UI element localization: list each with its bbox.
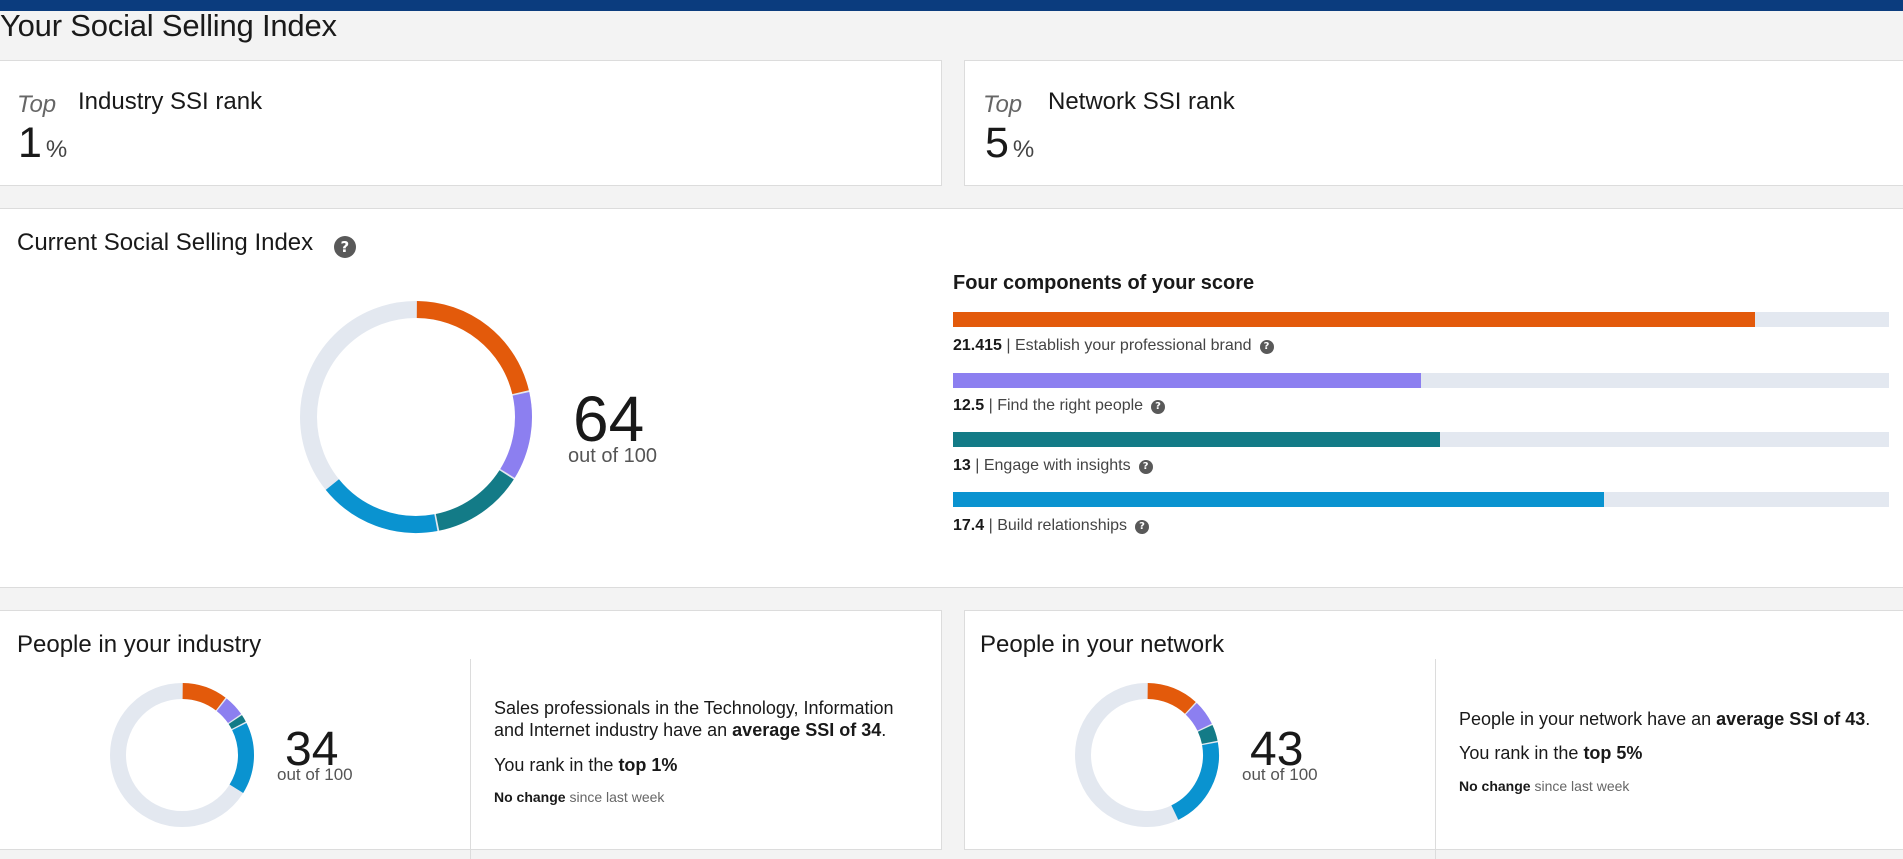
divider bbox=[470, 659, 471, 859]
network-rank-title: Network SSI rank bbox=[1048, 88, 1235, 115]
network-people-rank: You rank in the top 5% bbox=[1459, 743, 1643, 763]
industry-people-change: No change since last week bbox=[494, 789, 665, 805]
industry-rank-top-label: Top bbox=[17, 91, 57, 118]
component-bar-relationships bbox=[953, 492, 1889, 507]
current-ssi-out-of: out of 100 bbox=[568, 445, 657, 467]
help-icon[interactable]: ? bbox=[1135, 520, 1150, 534]
network-people-donut bbox=[1075, 683, 1219, 827]
network-rank-value: 5% bbox=[985, 119, 1035, 167]
donut-segment bbox=[216, 698, 242, 724]
component-bar-fill bbox=[953, 373, 1421, 388]
component-bar-brand bbox=[953, 312, 1889, 327]
components-title: Four components of your score bbox=[953, 272, 1255, 294]
industry-rank-title: Industry SSI rank bbox=[78, 88, 263, 115]
donut-segment bbox=[1197, 725, 1218, 745]
component-label-relationships: 17.4 | Build relationships? bbox=[953, 517, 1150, 535]
component-bar-fill bbox=[953, 492, 1605, 507]
donut-segment bbox=[182, 683, 226, 711]
component-bar-fill bbox=[953, 432, 1440, 447]
network-people-title: People in your network bbox=[980, 631, 1225, 658]
donut-segment bbox=[325, 479, 438, 533]
industry-people-title: People in your industry bbox=[17, 631, 262, 658]
network-people-score: 43 bbox=[1250, 723, 1304, 776]
donut-segment bbox=[500, 391, 532, 478]
help-icon[interactable]: ? bbox=[1259, 340, 1274, 354]
donut-segment bbox=[1185, 703, 1212, 731]
industry-people-score: 34 bbox=[285, 723, 339, 776]
current-ssi-title: Current Social Selling Index ? bbox=[17, 229, 356, 258]
industry-people-out-of: out of 100 bbox=[277, 765, 353, 784]
component-bar-people bbox=[953, 373, 1889, 388]
donut-segment bbox=[1171, 742, 1219, 820]
donut-segment bbox=[435, 470, 514, 531]
current-ssi-donut bbox=[300, 301, 532, 533]
current-ssi-score: 64 bbox=[573, 383, 645, 455]
current-ssi-card: Current Social Selling Index ? bbox=[0, 208, 1903, 588]
industry-people-donut bbox=[110, 683, 254, 827]
help-icon[interactable]: ? bbox=[1151, 400, 1166, 414]
divider bbox=[1435, 659, 1436, 859]
industry-people-rank: You rank in the top 1% bbox=[494, 755, 678, 775]
component-label-brand: 21.415 | Establish your professional bra… bbox=[953, 337, 1274, 355]
network-people-card: People in your network bbox=[964, 610, 1903, 859]
industry-rank-value: 1% bbox=[18, 119, 68, 167]
top-nav-bar bbox=[0, 0, 1903, 11]
component-bar-insights bbox=[953, 432, 1889, 447]
component-label-insights: 13 | Engage with insights? bbox=[953, 457, 1153, 475]
help-icon[interactable]: ? bbox=[333, 236, 356, 258]
industry-rank-card: Top Industry SSI rank 1% bbox=[0, 60, 942, 186]
network-rank-card: Top Network SSI rank 5% bbox=[964, 60, 1903, 186]
industry-people-description: Sales professionals in the Technology, I… bbox=[494, 698, 894, 740]
network-people-description: People in your network have an average S… bbox=[1459, 709, 1871, 729]
network-people-change: No change since last week bbox=[1459, 778, 1630, 794]
component-bar-fill bbox=[953, 312, 1755, 327]
page-title: Your Social Selling Index bbox=[0, 8, 337, 43]
donut-segment bbox=[416, 301, 529, 395]
donut-segment bbox=[229, 722, 254, 793]
network-rank-top-label: Top bbox=[983, 91, 1023, 118]
network-people-out-of: out of 100 bbox=[1242, 765, 1318, 784]
help-icon[interactable]: ? bbox=[1138, 460, 1153, 474]
donut-segment bbox=[228, 715, 246, 730]
donut-segment bbox=[1147, 683, 1196, 714]
component-label-people: 12.5 | Find the right people? bbox=[953, 397, 1166, 415]
